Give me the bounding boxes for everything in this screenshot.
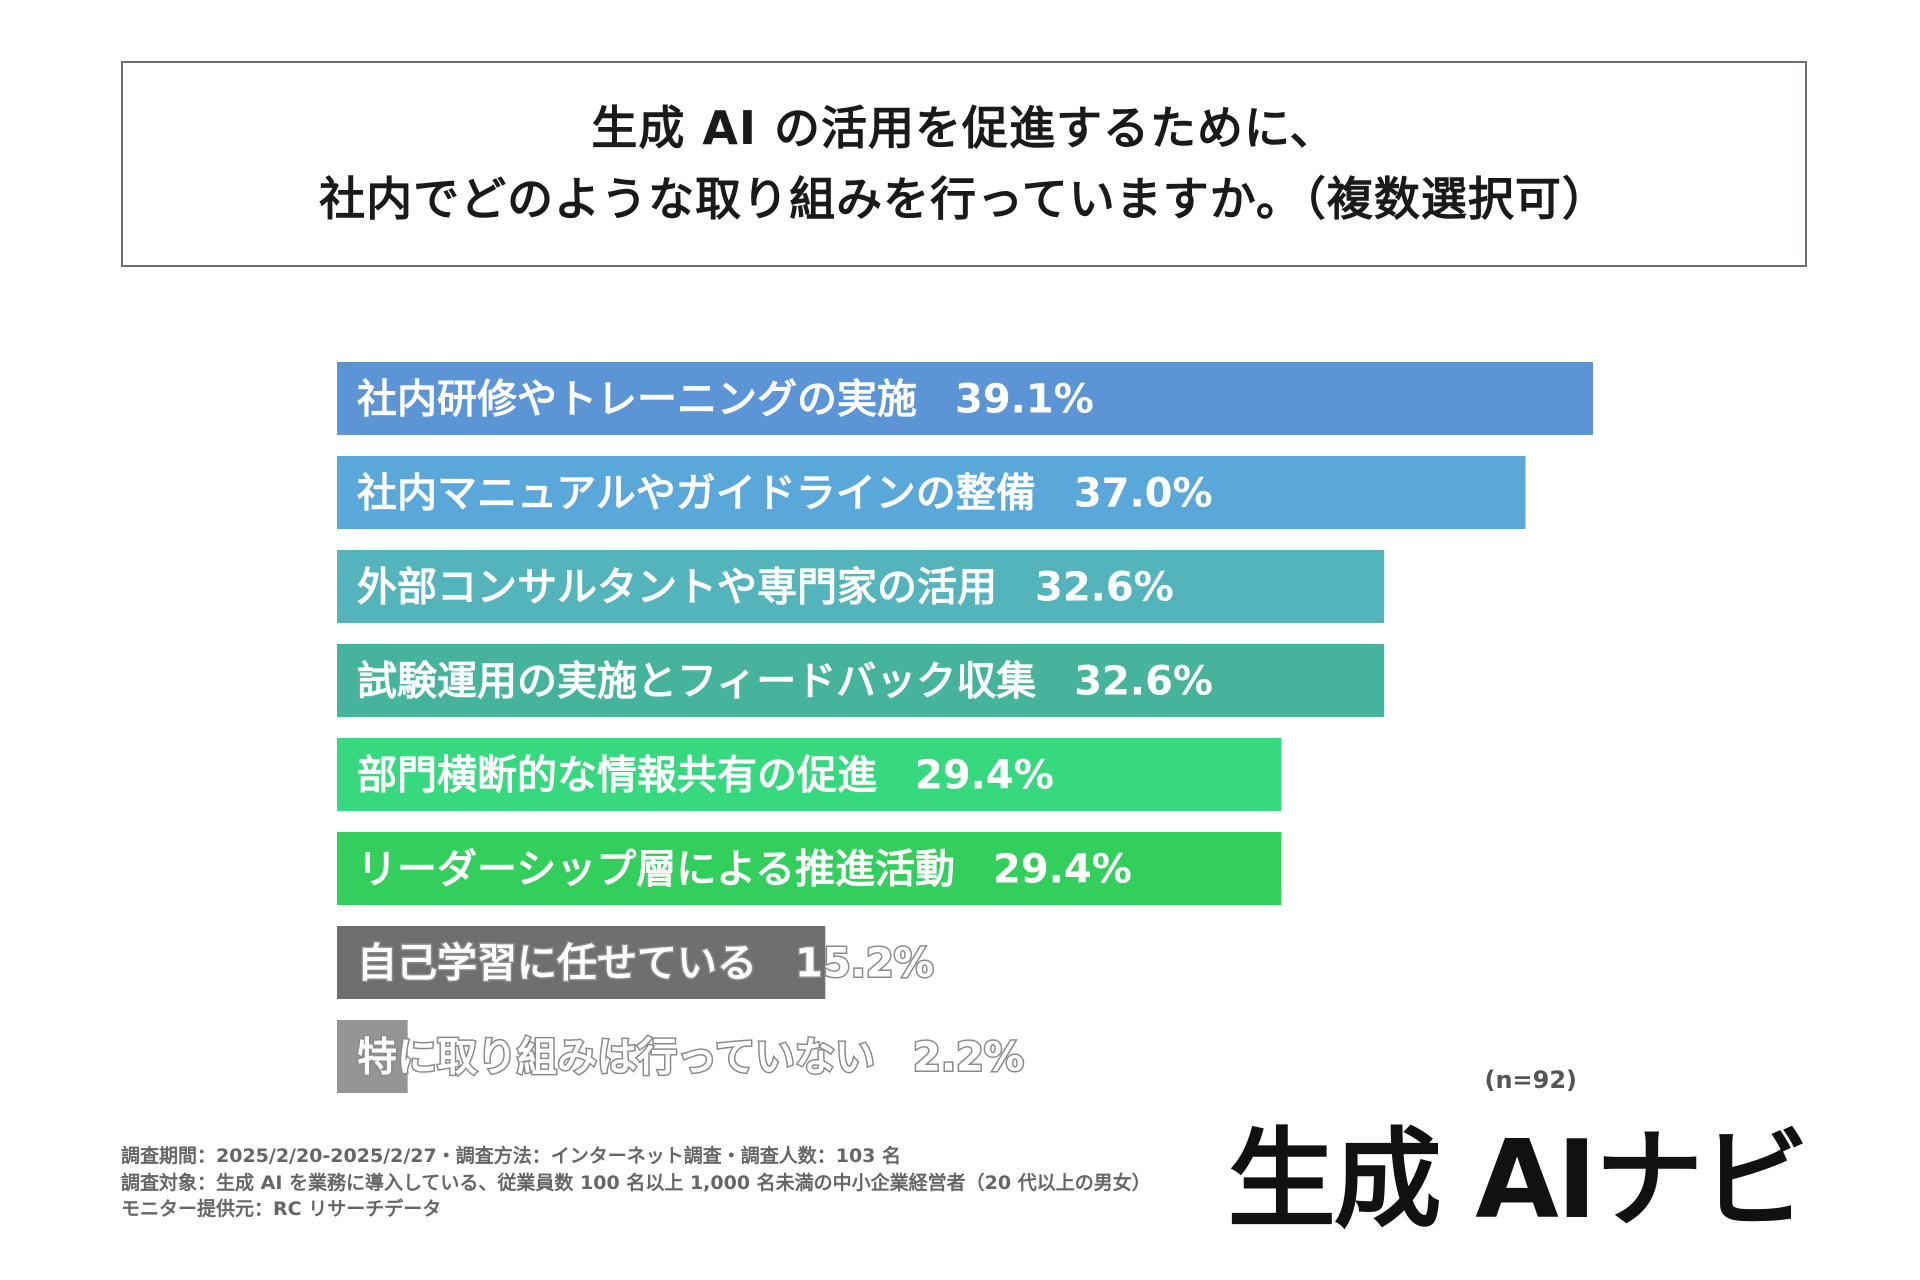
survey-footnotes: 調査期間：2025/2/20-2025/2/27・調査方法：インターネット調査・… [121, 1143, 1151, 1223]
bar-category-label-8: 特に取り組みは行っていない [357, 1035, 875, 1081]
bar-4 [337, 644, 1385, 717]
bar-category-label-3: 外部コンサルタントや専門家の活用 [357, 565, 997, 611]
bar-label-4: 試験運用の実施とフィードバック収集 32.6% [357, 659, 1213, 705]
bar-value-label-8: 2.2% [913, 1035, 1024, 1081]
bar-category-label-1: 社内研修やトレーニングの実施 [357, 377, 917, 423]
bar-label-1: 社内研修やトレーニングの実施 39.1% [357, 377, 1094, 423]
bar-value-label-6: 29.4% [993, 847, 1132, 893]
chart-title-line-2: 社内でどのような取り組みを行っていますか。（複数選択可） [319, 172, 1609, 226]
bar-value-label-5: 29.4% [915, 753, 1054, 799]
bar-5 [337, 738, 1282, 811]
bar-label-6: リーダーシップ層による推進活動 29.4% [357, 847, 1132, 893]
bar-label-3: 外部コンサルタントや専門家の活用 32.6% [357, 565, 1174, 611]
bar-6 [337, 832, 1282, 905]
bar-category-label-5: 部門横断的な情報共有の促進 [357, 753, 877, 799]
bar-label-7: 自己学習に任せている 15.2% [357, 941, 934, 987]
bar-2 [337, 456, 1526, 529]
bar-label-5: 部門横断的な情報共有の促進 29.4% [357, 753, 1054, 799]
chart-title-line-1: 生成 AI の活用を促進するために、 [591, 100, 1337, 155]
chart-title-box: 生成 AI の活用を促進するために、 社内でどのような取り組みを行っていますか。… [121, 61, 1807, 267]
bar-value-label-7: 15.2% [795, 941, 934, 987]
bar-value-label-2: 37.0% [1074, 471, 1213, 517]
bar-label-8: 特に取り組みは行っていない 2.2% [357, 1035, 1024, 1081]
footnote-monitor-provider: モニター提供元：RC リサーチデータ [121, 1198, 442, 1221]
bar-value-label-4: 32.6% [1074, 659, 1213, 705]
footnote-survey-target: 調査対象：生成 AI を業務に導入している、従業員数 100 名以上 1,000… [121, 1171, 1151, 1194]
bar-8 [337, 1020, 408, 1093]
bar-value-label-3: 32.6% [1035, 565, 1174, 611]
brand-logo: 生成 AIナビ [1227, 1118, 1809, 1243]
bar-value-label-1: 39.1% [955, 377, 1094, 423]
bar-label-2: 社内マニュアルやガイドラインの整備 37.0% [357, 471, 1213, 517]
footnote-survey-period: 調査期間：2025/2/20-2025/2/27・調査方法：インターネット調査・… [121, 1145, 902, 1167]
bar-category-label-7: 自己学習に任せている [357, 941, 757, 987]
bar-category-label-2: 社内マニュアルやガイドラインの整備 [357, 471, 1036, 517]
bar-1 [337, 362, 1593, 435]
sample-size-note: (n=92) [1484, 1066, 1577, 1094]
bar-7 [337, 926, 826, 999]
bar-category-label-4: 試験運用の実施とフィードバック収集 [357, 659, 1036, 705]
bar-category-label-6: リーダーシップ層による推進活動 [357, 847, 955, 893]
bar-3 [337, 550, 1385, 623]
